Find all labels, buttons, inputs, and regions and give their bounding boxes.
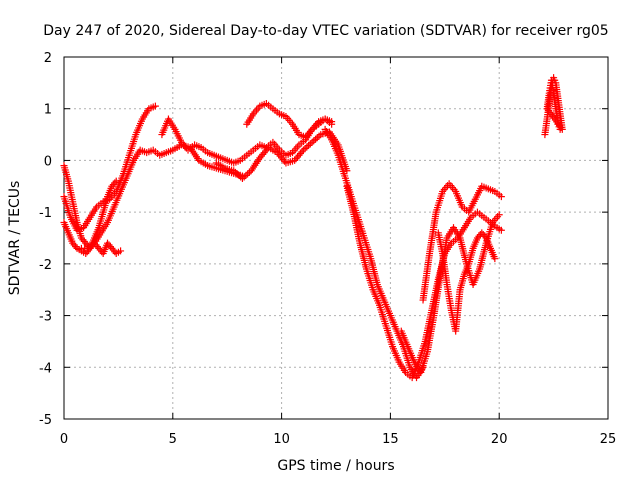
data-point: [495, 211, 503, 219]
series-7: [243, 100, 336, 141]
data-point: [117, 247, 125, 255]
data-point: [556, 125, 564, 133]
series-8: [321, 125, 427, 382]
y-tick-label: -5: [39, 413, 52, 428]
data-point: [497, 226, 505, 234]
y-tick-label: 2: [44, 51, 52, 66]
y-tick-label: -3: [39, 310, 52, 325]
data-point: [491, 255, 499, 263]
data-point: [303, 143, 311, 151]
x-tick-label: 15: [382, 432, 399, 447]
data-point: [240, 173, 248, 181]
x-tick-label: 25: [600, 432, 617, 447]
data-point: [112, 177, 120, 185]
data-point: [72, 243, 80, 251]
plot-frame: [63, 56, 609, 420]
data-point: [151, 102, 159, 110]
x-axis-title: GPS time / hours: [277, 458, 394, 474]
data-point: [308, 138, 316, 146]
data-point: [242, 171, 250, 179]
series-11: [419, 180, 505, 304]
y-axis-title: SDTVAR / TECUs: [7, 181, 23, 296]
x-tick-label: 0: [60, 432, 68, 447]
data-point: [497, 193, 505, 201]
data-point: [310, 137, 318, 145]
data-point: [301, 145, 309, 153]
y-tick-label: -2: [39, 258, 52, 273]
y-tick-label: -4: [39, 361, 52, 376]
data-point: [313, 134, 321, 142]
data-point: [306, 140, 314, 148]
series-12: [434, 229, 499, 335]
y-tick-label: 0: [44, 154, 52, 169]
y-tick-label: -1: [39, 206, 52, 221]
data-point: [298, 148, 306, 156]
data-point: [312, 135, 320, 143]
data-point: [328, 118, 336, 126]
series-10: [397, 211, 503, 376]
x-tick-label: 10: [273, 432, 290, 447]
series-13: [541, 74, 566, 139]
y-tick-label: 1: [44, 103, 52, 118]
data-point: [481, 232, 489, 240]
series-3: [60, 102, 159, 234]
data-points: [60, 74, 566, 382]
x-tick-label: 5: [169, 432, 177, 447]
chart-title: Day 247 of 2020, Sidereal Day-to-day VTE…: [43, 23, 608, 39]
axis-ticks: 0 5 10 15 20 25 -5 -4 -3 -2 -1 0 1 2: [39, 51, 616, 447]
x-tick-label: 20: [491, 432, 508, 447]
